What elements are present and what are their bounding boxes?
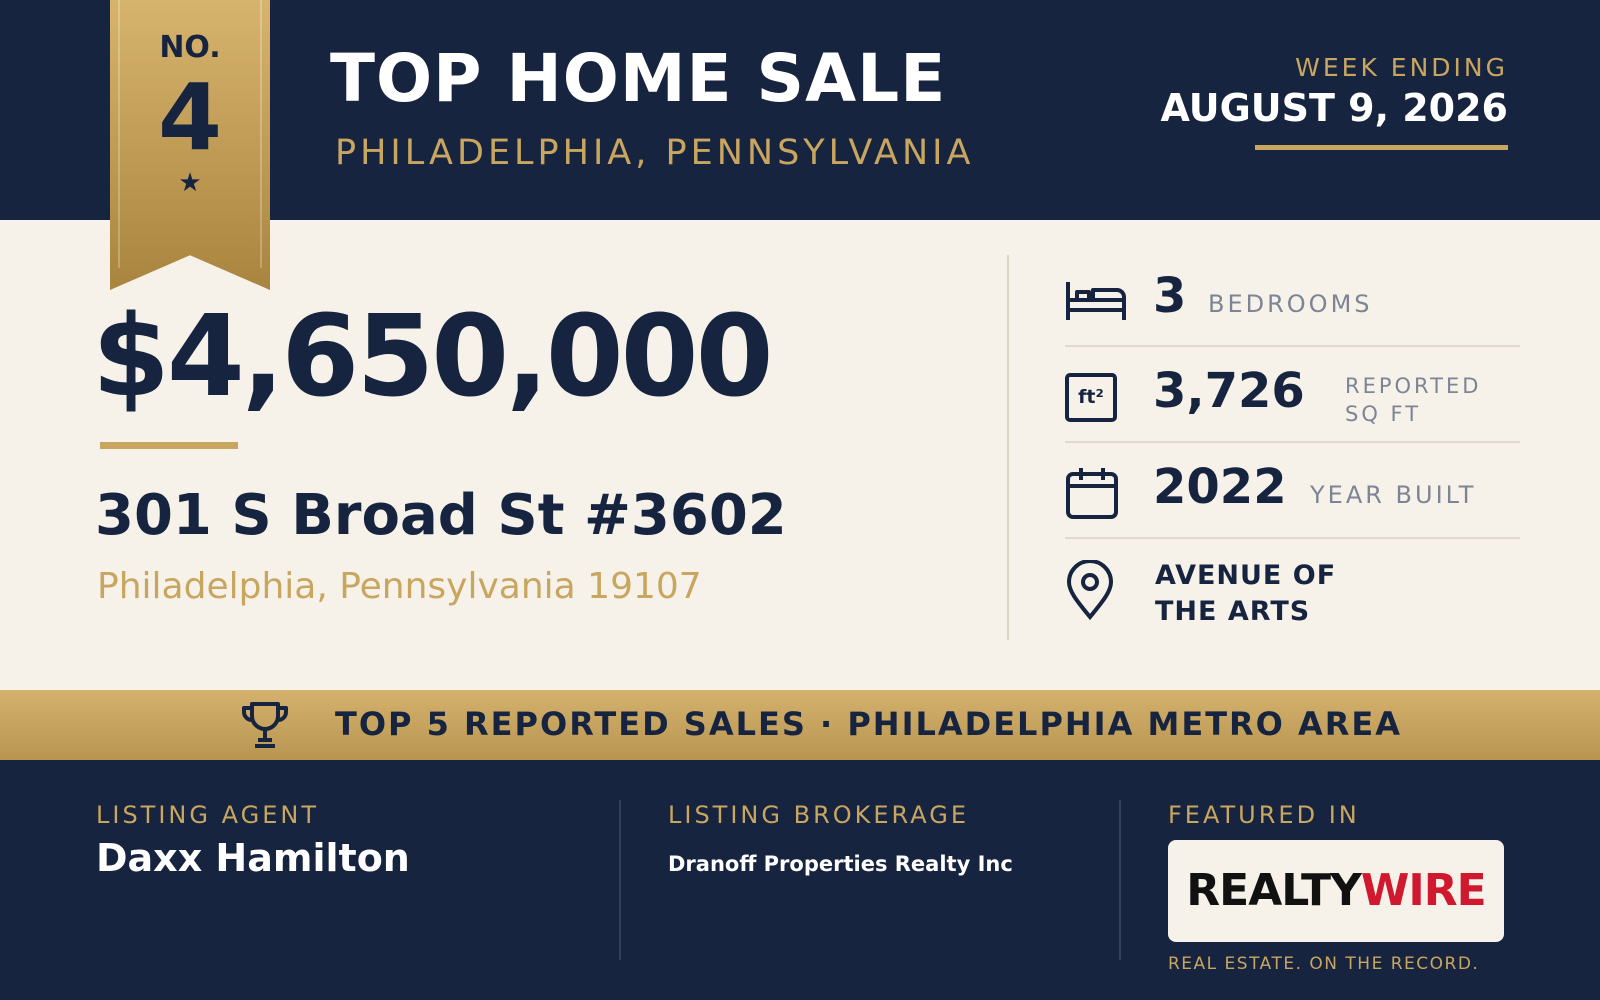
logo: REALTYWIRE bbox=[1168, 840, 1504, 942]
banner bbox=[0, 690, 1600, 760]
featured-label: FEATURED IN bbox=[1168, 801, 1360, 829]
title: TOP HOME SALE bbox=[330, 40, 947, 117]
neighborhood: AVENUE OF THE ARTS bbox=[1155, 560, 1337, 627]
divider bbox=[1007, 255, 1009, 640]
stat-label: BEDROOMS bbox=[1208, 290, 1373, 318]
week-label: WEEK ENDING bbox=[1295, 53, 1508, 82]
agent: Daxx Hamilton bbox=[96, 836, 410, 880]
location: PHILADELPHIA, PENNSYLVANIA bbox=[335, 133, 975, 173]
week-date: AUGUST 9, 2026 bbox=[1160, 86, 1508, 130]
calendar-icon bbox=[1066, 468, 1118, 519]
date-underline bbox=[1255, 145, 1508, 150]
stat-value: 3,726 bbox=[1153, 363, 1305, 419]
row-separator bbox=[1065, 537, 1520, 539]
stat-label: REPORTED SQ FT bbox=[1345, 374, 1482, 426]
tagline: REAL ESTATE. ON THE RECORD. bbox=[1168, 954, 1480, 974]
ribbon-label: NO. bbox=[159, 30, 221, 65]
city: Philadelphia, Pennsylvania 19107 bbox=[97, 566, 702, 607]
pin-icon bbox=[1066, 560, 1114, 620]
row-separator bbox=[1065, 345, 1520, 347]
row-separator bbox=[1065, 441, 1520, 443]
divider bbox=[1119, 800, 1121, 960]
price: $4,650,000 bbox=[92, 292, 774, 422]
stat-value: 3 bbox=[1153, 268, 1187, 324]
stat-label: YEAR BUILT bbox=[1310, 481, 1477, 509]
banner-text: TOP 5 REPORTED SALES · PHILADELPHIA METR… bbox=[335, 705, 1403, 743]
logo-second: WIRE bbox=[1360, 865, 1487, 916]
star: ★ bbox=[178, 168, 202, 198]
price-underline bbox=[100, 442, 238, 449]
ribbon: NO. 4 ★ bbox=[110, 0, 270, 290]
brokerage: Dranoff Properties Realty Inc bbox=[668, 852, 1013, 876]
ribbon-edge bbox=[118, 0, 120, 268]
bed-icon bbox=[1066, 282, 1126, 320]
ribbon-edge bbox=[260, 0, 262, 268]
stat-value: 2022 bbox=[1153, 459, 1287, 515]
street: 301 S Broad St #3602 bbox=[95, 483, 787, 548]
divider bbox=[619, 800, 621, 960]
agent-label: LISTING AGENT bbox=[96, 801, 319, 829]
sqft-icon: ft² bbox=[1065, 373, 1117, 422]
brokerage-label: LISTING BROKERAGE bbox=[668, 801, 969, 829]
trophy-icon bbox=[242, 702, 288, 748]
logo-first: REALTY bbox=[1186, 865, 1362, 916]
ribbon-rank: 4 bbox=[157, 64, 222, 171]
